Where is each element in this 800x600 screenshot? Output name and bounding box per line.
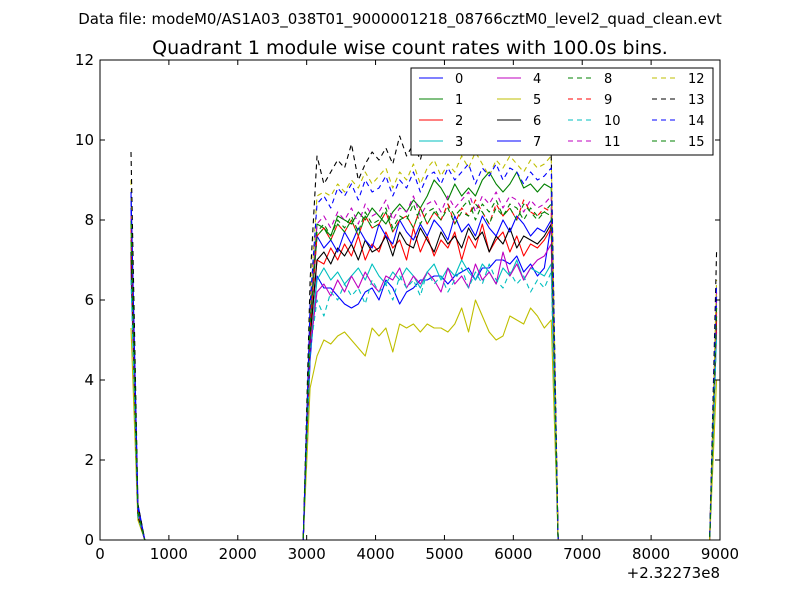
y-tick-label: 2 bbox=[84, 451, 94, 469]
legend-label-10: 10 bbox=[604, 114, 621, 129]
legend-label-2: 2 bbox=[455, 114, 463, 129]
x-tick-label: 1000 bbox=[150, 545, 188, 563]
figure-suptitle: Data file: modeM0/AS1A03_038T01_90000012… bbox=[78, 10, 722, 29]
x-tick-label: 0 bbox=[95, 545, 105, 563]
legend-label-7: 7 bbox=[533, 135, 541, 150]
legend-label-15: 15 bbox=[688, 135, 705, 150]
x-tick-label: 4000 bbox=[356, 545, 394, 563]
x-tick-label: 3000 bbox=[288, 545, 326, 563]
y-tick-label: 10 bbox=[75, 131, 94, 149]
legend-label-5: 5 bbox=[533, 93, 541, 108]
legend-label-1: 1 bbox=[455, 93, 463, 108]
legend-label-13: 13 bbox=[688, 93, 705, 108]
x-axis: 0 1000 2000 3000 4000 5000 6000 7000 8000 9000 bbox=[95, 60, 739, 563]
legend-label-6: 6 bbox=[533, 114, 541, 129]
y-tick-label: 12 bbox=[75, 51, 94, 69]
chart-title: Quadrant 1 module wise count rates with … bbox=[152, 37, 668, 59]
x-offset-label: +2.32273e8 bbox=[627, 564, 720, 582]
x-tick-label: 8000 bbox=[632, 545, 670, 563]
legend-label-8: 8 bbox=[604, 72, 612, 87]
legend-label-9: 9 bbox=[604, 93, 612, 108]
y-tick-label: 6 bbox=[84, 291, 94, 309]
x-tick-label: 7000 bbox=[563, 545, 601, 563]
legend-label-11: 11 bbox=[604, 135, 621, 150]
legend-label-3: 3 bbox=[455, 135, 463, 150]
x-tick-label: 9000 bbox=[701, 545, 739, 563]
legend-label-14: 14 bbox=[688, 114, 705, 129]
y-tick-label: 8 bbox=[84, 211, 94, 229]
x-tick-label: 6000 bbox=[494, 545, 532, 563]
legend-label-12: 12 bbox=[688, 72, 705, 87]
x-tick-label: 5000 bbox=[425, 545, 463, 563]
y-tick-label: 0 bbox=[84, 531, 94, 549]
x-tick-label: 2000 bbox=[219, 545, 257, 563]
legend-label-0: 0 bbox=[455, 72, 463, 87]
legend-label-4: 4 bbox=[533, 72, 541, 87]
y-tick-label: 4 bbox=[84, 371, 94, 389]
